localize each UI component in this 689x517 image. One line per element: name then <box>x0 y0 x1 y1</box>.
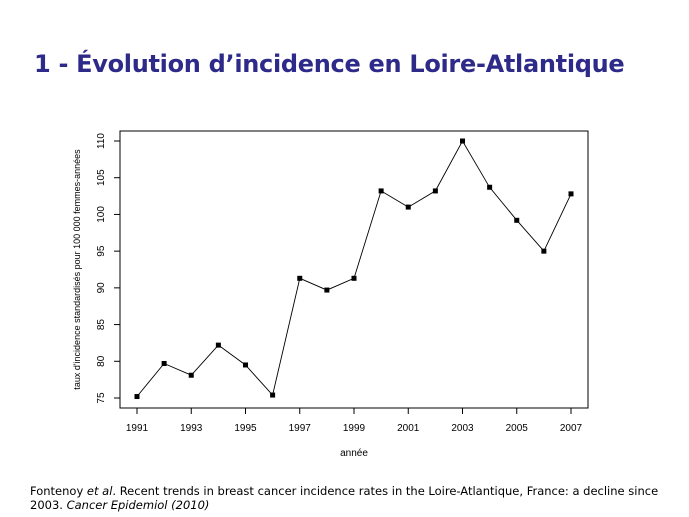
y-tick-label: 75 <box>96 392 107 404</box>
y-tick-label: 110 <box>96 133 107 149</box>
citation-authors: Fontenoy <box>30 484 87 498</box>
x-tick-label: 2007 <box>560 423 583 434</box>
data-point <box>161 360 167 366</box>
x-tick-label: 1991 <box>126 423 149 434</box>
y-tick-label: 95 <box>96 245 107 257</box>
data-point <box>568 191 574 197</box>
data-point <box>351 275 357 281</box>
x-tick-label: 1995 <box>234 423 257 434</box>
x-tick-label: 2001 <box>397 423 420 434</box>
plot-frame <box>119 130 589 409</box>
y-tick-label: 100 <box>96 206 107 223</box>
data-point <box>514 217 520 223</box>
y-tick-label: 85 <box>96 319 107 331</box>
x-axis-label: année <box>340 448 368 459</box>
citation-etal: et al <box>86 484 113 498</box>
data-point <box>270 392 276 398</box>
data-point <box>324 287 330 293</box>
series-line <box>136 140 572 397</box>
data-point <box>243 362 248 368</box>
y-tick-label: 90 <box>96 282 107 294</box>
x-tick-label: 1993 <box>180 423 203 434</box>
citation: Fontenoy et al. Recent trends in breast … <box>30 484 670 512</box>
data-point <box>134 394 140 400</box>
x-tick-label: 1999 <box>343 423 366 434</box>
citation-text: . Recent trends in breast cancer inciden… <box>30 484 659 512</box>
data-point <box>432 188 438 194</box>
x-tick-label: 2003 <box>451 423 474 434</box>
y-axis-label: taux d'incidence standardisés pour 100 0… <box>72 149 82 390</box>
data-point <box>378 188 384 194</box>
x-tick-label: 2005 <box>506 423 529 434</box>
data-point <box>541 248 547 254</box>
slide-title: 1 - Évolution d’incidence en Loire-Atlan… <box>34 50 625 78</box>
data-point <box>215 342 221 348</box>
data-point <box>460 138 465 144</box>
data-point <box>487 184 493 190</box>
y-tick-label: 105 <box>96 169 107 186</box>
y-tick-label: 80 <box>96 355 107 367</box>
citation-journal: Cancer Epidemiol (2010) <box>66 498 210 512</box>
data-point <box>297 275 303 281</box>
incidence-chart: 1991 1993 1995 1997 1999 2001 2003 2005 2007 75 80… <box>72 130 589 459</box>
data-point <box>405 204 411 210</box>
data-point <box>188 372 194 378</box>
x-tick-label: 1997 <box>289 423 312 434</box>
